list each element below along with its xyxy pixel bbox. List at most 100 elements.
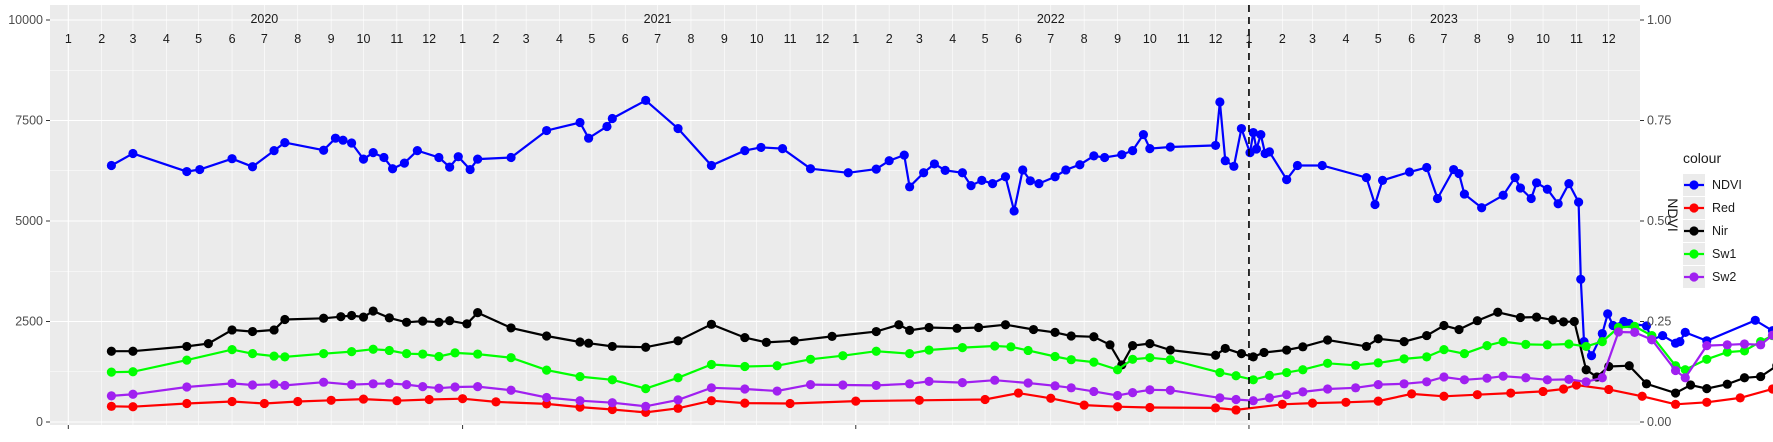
- data-point: [905, 325, 915, 335]
- right-y-axis: 0.00 0.25 0.50 0.75 1.00: [1640, 13, 1671, 429]
- data-point: [761, 337, 771, 348]
- y-right-tick-label: 0.25: [1647, 315, 1671, 329]
- data-point: [1000, 320, 1011, 330]
- month-tick-label: 8: [1474, 32, 1481, 46]
- year-label: 2020: [250, 12, 278, 26]
- data-point: [607, 398, 617, 408]
- series-line: [111, 383, 1773, 414]
- data-point: [227, 325, 237, 335]
- data-point: [1231, 371, 1241, 381]
- data-point: [1236, 123, 1247, 134]
- data-point: [1220, 343, 1230, 354]
- data-point: [506, 353, 516, 363]
- data-point: [247, 162, 258, 172]
- data-point: [1564, 179, 1574, 189]
- data-point: [384, 313, 394, 323]
- data-point: [641, 342, 651, 352]
- data-point: [412, 146, 422, 156]
- data-point: [1210, 140, 1221, 151]
- data-point: [1050, 327, 1060, 337]
- data-point: [1439, 391, 1449, 401]
- data-point: [1066, 331, 1076, 341]
- month-tick-label: 9: [721, 32, 728, 46]
- data-point: [1613, 327, 1624, 337]
- y-right-axis-title: NDVI: [1665, 198, 1681, 231]
- data-point: [1145, 402, 1155, 413]
- data-point: [1105, 340, 1115, 350]
- legend-key-point: [1689, 272, 1699, 282]
- month-tick-label: 2: [1279, 32, 1286, 46]
- data-point: [269, 379, 279, 389]
- data-point: [465, 164, 475, 175]
- data-point: [1439, 372, 1449, 382]
- month-tick-label: 10: [1143, 32, 1157, 46]
- data-point: [1553, 199, 1563, 209]
- legend-item-sw2: Sw2: [1683, 266, 1736, 288]
- month-tick-label: 4: [556, 32, 563, 46]
- series-nir: [106, 306, 1773, 398]
- data-point: [772, 386, 782, 396]
- data-point: [673, 336, 683, 346]
- data-point: [542, 365, 552, 375]
- data-point: [1282, 345, 1292, 355]
- month-tick-label: 11: [390, 32, 403, 46]
- data-point: [434, 317, 444, 327]
- data-point: [1341, 397, 1351, 407]
- data-point: [1165, 345, 1175, 355]
- data-point: [457, 394, 468, 404]
- data-point: [1641, 379, 1652, 389]
- data-point: [1767, 384, 1773, 394]
- data-point: [1066, 383, 1076, 393]
- data-point: [1210, 350, 1221, 360]
- data-point: [434, 383, 444, 393]
- data-point: [706, 160, 717, 171]
- data-point: [1370, 199, 1380, 210]
- legend-key-point: [1689, 226, 1699, 236]
- data-point: [1264, 147, 1275, 157]
- data-point: [280, 352, 290, 362]
- data-point: [1735, 393, 1745, 403]
- month-tick-label: 3: [1309, 32, 1316, 46]
- data-point: [1564, 339, 1574, 349]
- data-point: [450, 348, 460, 358]
- month-tick-label: 11: [1570, 32, 1583, 46]
- data-point: [1531, 312, 1542, 322]
- x-axis-ticks: [67, 425, 1250, 429]
- month-tick-label: 3: [916, 32, 923, 46]
- data-point: [1498, 371, 1508, 381]
- series-red: [106, 380, 1773, 417]
- data-point: [1670, 399, 1681, 409]
- month-tick-label: 7: [1440, 32, 1447, 46]
- data-point: [1000, 172, 1011, 182]
- data-point: [1767, 330, 1773, 340]
- data-point: [1521, 339, 1531, 350]
- data-point: [1165, 385, 1175, 395]
- year-label: 2021: [644, 12, 672, 26]
- data-point: [347, 310, 357, 321]
- data-point: [884, 156, 894, 166]
- left-y-axis: 0 2500 5000 7500 10000: [8, 13, 50, 429]
- data-point: [894, 320, 904, 330]
- data-point: [641, 95, 651, 105]
- data-point: [805, 354, 816, 364]
- data-point: [1089, 332, 1099, 342]
- data-point: [491, 397, 501, 407]
- data-point: [905, 349, 915, 359]
- data-point: [1145, 144, 1155, 154]
- data-point: [1670, 388, 1681, 398]
- data-point: [980, 394, 990, 405]
- data-point: [905, 182, 915, 192]
- data-point: [673, 123, 683, 134]
- data-point: [182, 355, 192, 365]
- data-point: [227, 154, 237, 164]
- data-point: [673, 395, 683, 405]
- month-tick-label: 1: [1245, 32, 1252, 46]
- data-point: [1739, 373, 1750, 383]
- series-line: [111, 325, 1773, 390]
- year-label: 2022: [1037, 12, 1065, 26]
- month-tick-label: 10: [1536, 32, 1550, 46]
- data-point: [940, 165, 950, 175]
- data-point: [247, 349, 258, 359]
- data-point: [269, 146, 279, 156]
- data-point: [399, 158, 410, 168]
